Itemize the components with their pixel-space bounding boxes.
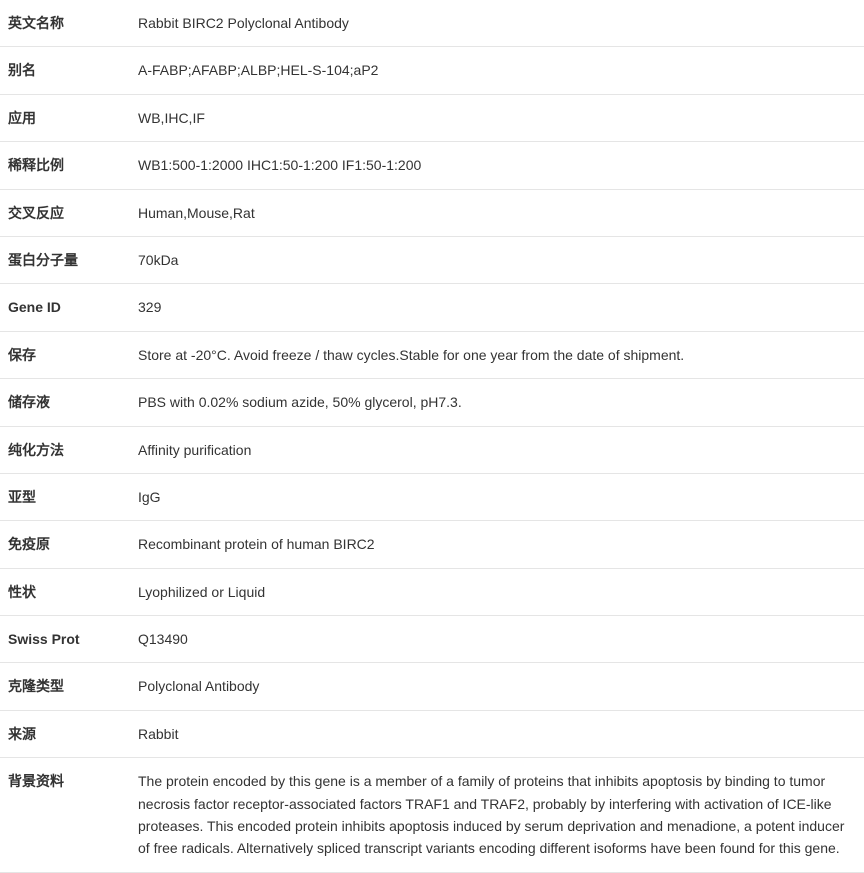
table-body: 英文名称 Rabbit BIRC2 Polyclonal Antibody 别名… — [0, 0, 864, 872]
row-label: Gene ID — [0, 284, 130, 331]
table-row: Gene ID 329 — [0, 284, 864, 331]
row-value: The protein encoded by this gene is a me… — [130, 758, 864, 873]
row-value: Rabbit BIRC2 Polyclonal Antibody — [130, 0, 864, 47]
row-label: 性状 — [0, 568, 130, 615]
row-label: 保存 — [0, 331, 130, 378]
row-value: Recombinant protein of human BIRC2 — [130, 521, 864, 568]
row-label: 应用 — [0, 94, 130, 141]
table-row: 英文名称 Rabbit BIRC2 Polyclonal Antibody — [0, 0, 864, 47]
row-label: 稀释比例 — [0, 142, 130, 189]
row-label: 蛋白分子量 — [0, 236, 130, 283]
row-value: IgG — [130, 473, 864, 520]
row-label: 纯化方法 — [0, 426, 130, 473]
row-value: Rabbit — [130, 710, 864, 757]
table-row: 背景资料 The protein encoded by this gene is… — [0, 758, 864, 873]
row-label: 别名 — [0, 47, 130, 94]
row-label: Swiss Prot — [0, 616, 130, 663]
product-spec-table: 英文名称 Rabbit BIRC2 Polyclonal Antibody 别名… — [0, 0, 864, 873]
row-label: 克隆类型 — [0, 663, 130, 710]
row-label: 背景资料 — [0, 758, 130, 873]
row-value: Affinity purification — [130, 426, 864, 473]
table-row: 蛋白分子量 70kDa — [0, 236, 864, 283]
row-value: WB,IHC,IF — [130, 94, 864, 141]
row-value: Store at -20°C. Avoid freeze / thaw cycl… — [130, 331, 864, 378]
row-value: 329 — [130, 284, 864, 331]
row-value: Lyophilized or Liquid — [130, 568, 864, 615]
row-label: 储存液 — [0, 379, 130, 426]
table-row: 免疫原 Recombinant protein of human BIRC2 — [0, 521, 864, 568]
row-value: WB1:500-1:2000 IHC1:50-1:200 IF1:50-1:20… — [130, 142, 864, 189]
row-value: A-FABP;AFABP;ALBP;HEL-S-104;aP2 — [130, 47, 864, 94]
table-row: 别名 A-FABP;AFABP;ALBP;HEL-S-104;aP2 — [0, 47, 864, 94]
table-row: 应用 WB,IHC,IF — [0, 94, 864, 141]
table-row: 交叉反应 Human,Mouse,Rat — [0, 189, 864, 236]
table-row: 纯化方法 Affinity purification — [0, 426, 864, 473]
table-row: 亚型 IgG — [0, 473, 864, 520]
row-value: Human,Mouse,Rat — [130, 189, 864, 236]
row-value: Polyclonal Antibody — [130, 663, 864, 710]
table-row: 性状 Lyophilized or Liquid — [0, 568, 864, 615]
row-value: Q13490 — [130, 616, 864, 663]
row-label: 免疫原 — [0, 521, 130, 568]
row-label: 英文名称 — [0, 0, 130, 47]
table-row: Swiss Prot Q13490 — [0, 616, 864, 663]
table-row: 保存 Store at -20°C. Avoid freeze / thaw c… — [0, 331, 864, 378]
row-value: PBS with 0.02% sodium azide, 50% glycero… — [130, 379, 864, 426]
row-label: 来源 — [0, 710, 130, 757]
table-row: 克隆类型 Polyclonal Antibody — [0, 663, 864, 710]
table-row: 来源 Rabbit — [0, 710, 864, 757]
table-row: 稀释比例 WB1:500-1:2000 IHC1:50-1:200 IF1:50… — [0, 142, 864, 189]
row-label: 亚型 — [0, 473, 130, 520]
row-value: 70kDa — [130, 236, 864, 283]
row-label: 交叉反应 — [0, 189, 130, 236]
table-row: 储存液 PBS with 0.02% sodium azide, 50% gly… — [0, 379, 864, 426]
